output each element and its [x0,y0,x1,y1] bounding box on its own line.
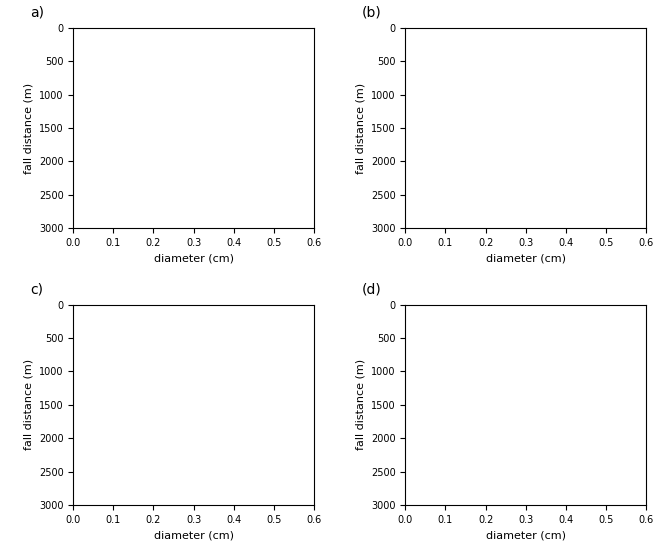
Y-axis label: fall distance (m): fall distance (m) [23,359,33,450]
X-axis label: diameter (cm): diameter (cm) [486,531,565,541]
Y-axis label: fall distance (m): fall distance (m) [356,359,366,450]
X-axis label: diameter (cm): diameter (cm) [486,254,565,264]
Text: (d): (d) [362,282,382,296]
Y-axis label: fall distance (m): fall distance (m) [356,83,366,174]
X-axis label: diameter (cm): diameter (cm) [154,254,234,264]
Text: (b): (b) [362,6,382,20]
Y-axis label: fall distance (m): fall distance (m) [23,83,33,174]
X-axis label: diameter (cm): diameter (cm) [154,531,234,541]
Text: a): a) [30,6,44,20]
Text: c): c) [30,282,43,296]
